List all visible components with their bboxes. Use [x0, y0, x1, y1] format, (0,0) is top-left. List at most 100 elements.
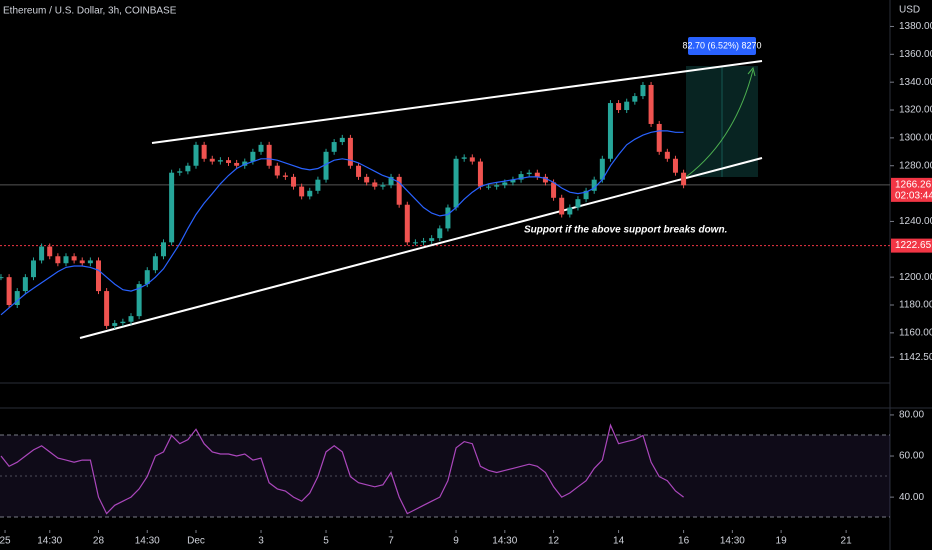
candle — [567, 207, 573, 215]
candle — [128, 316, 134, 322]
x-tick-label: 12 — [548, 536, 560, 547]
candle — [583, 190, 589, 200]
y-tick-label: 60.00 — [899, 451, 924, 462]
candle — [502, 182, 508, 186]
candle — [315, 179, 321, 191]
candle — [372, 182, 378, 187]
rsi-line — [0, 423, 684, 515]
chart-title: Ethereum / U.S. Dollar, 3h, COINBASE — [3, 6, 177, 17]
candle — [152, 256, 158, 271]
trendline — [151, 60, 763, 144]
candle — [55, 256, 61, 264]
price-label-box — [891, 238, 932, 253]
candle — [282, 175, 288, 177]
candle — [672, 158, 678, 173]
countdown: 02:03:44 — [895, 191, 932, 202]
moving-average — [0, 130, 684, 316]
candle — [161, 242, 167, 257]
y-tick-label: 1142.50 — [899, 352, 932, 363]
candle — [39, 246, 45, 261]
candle — [599, 158, 605, 180]
candle — [510, 179, 516, 183]
candle — [63, 256, 69, 264]
y-tick-label: 1340.00 — [899, 77, 932, 88]
candle — [469, 157, 475, 162]
price-label: 1266.26 — [895, 180, 932, 191]
x-tick-label: 3 — [258, 536, 264, 547]
candle — [209, 158, 215, 162]
candle — [607, 103, 613, 159]
candle — [79, 260, 85, 264]
measure-label: 82.70 (6.52%) 8270 — [682, 40, 761, 50]
candle — [299, 186, 305, 197]
candle — [347, 137, 353, 166]
y-tick-label: 1320.00 — [899, 105, 932, 116]
candle — [291, 176, 297, 187]
x-tick-label: 5 — [323, 536, 329, 547]
y-tick-label: 1360.00 — [899, 49, 932, 60]
candle — [429, 238, 435, 241]
y-tick-label: 1240.00 — [899, 216, 932, 227]
candle — [112, 323, 118, 326]
arrow-head — [747, 66, 756, 77]
candle — [6, 277, 12, 306]
x-tick-label: 25 — [0, 536, 11, 547]
candle — [534, 172, 540, 177]
y-tick-label: 1280.00 — [899, 160, 932, 171]
candle — [250, 151, 256, 162]
candle — [648, 84, 654, 124]
projection-arrow — [685, 69, 754, 178]
candle — [412, 242, 418, 244]
candle — [217, 160, 223, 162]
x-tick-label: 14 — [613, 536, 625, 547]
candle — [193, 144, 199, 166]
candle — [331, 142, 337, 152]
candle — [201, 144, 207, 159]
candle — [104, 291, 110, 326]
projection-box — [686, 66, 758, 177]
candle — [226, 160, 232, 163]
candle — [396, 176, 402, 205]
candle — [664, 151, 670, 159]
y-tick-label: 1300.00 — [899, 133, 932, 144]
x-tick-label: 7 — [388, 536, 394, 547]
candle — [494, 185, 500, 187]
candle — [404, 204, 410, 243]
measure-box — [688, 37, 756, 55]
candle — [47, 246, 53, 257]
candle — [388, 176, 394, 186]
x-tick-label: 21 — [841, 536, 853, 547]
candle — [421, 240, 427, 243]
annotation: Support if the above support breaks down… — [524, 225, 727, 236]
candle — [380, 185, 386, 187]
candle — [364, 176, 370, 183]
candle — [30, 260, 36, 278]
x-tick-label: 14:30 — [135, 536, 160, 547]
candle — [274, 165, 280, 176]
y-tick-label: 1160.00 — [899, 328, 932, 339]
x-tick-label: 28 — [93, 536, 105, 547]
candle — [120, 321, 126, 324]
candle — [14, 291, 20, 306]
candle — [559, 197, 565, 215]
candle — [177, 171, 183, 173]
x-tick-label: Dec — [187, 536, 205, 547]
candle — [591, 179, 597, 191]
candle — [656, 123, 662, 152]
axis-unit: USD — [899, 5, 920, 16]
candle — [445, 207, 451, 229]
candle — [461, 157, 467, 159]
x-tick-label: 14:30 — [720, 536, 745, 547]
x-tick-label: 19 — [776, 536, 788, 547]
candle — [632, 96, 638, 102]
candle — [307, 190, 313, 197]
candle — [624, 101, 630, 111]
y-tick-label: 40.00 — [899, 492, 924, 503]
y-tick-label: 80.00 — [899, 410, 924, 421]
candle — [323, 151, 329, 180]
candle — [234, 162, 240, 166]
candle — [526, 172, 532, 175]
